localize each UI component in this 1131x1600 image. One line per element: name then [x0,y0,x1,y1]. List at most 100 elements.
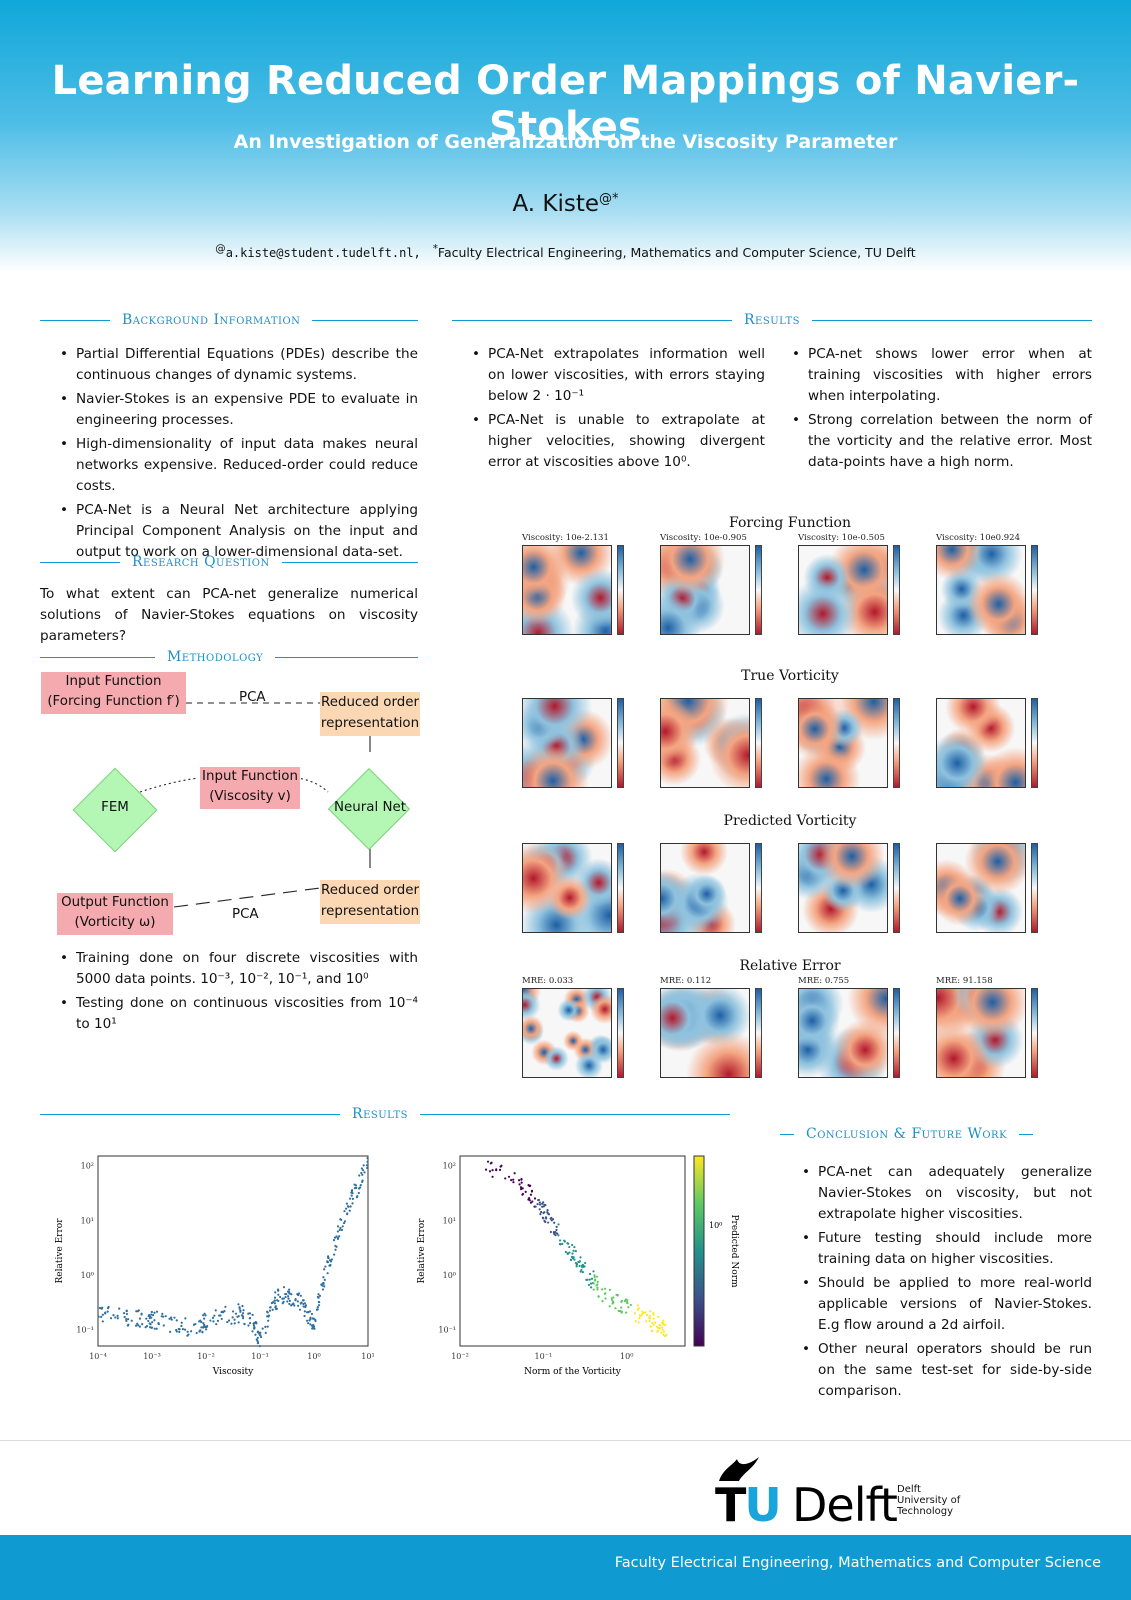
data-point [498,1168,502,1171]
data-point [513,1172,516,1175]
data-point [620,1306,623,1309]
data-point [533,1197,537,1200]
data-point [540,1210,543,1214]
data-point [304,1305,307,1308]
data-point [97,1315,100,1318]
colorbar [693,1155,705,1347]
affiliation-line: @a.kiste@student.tudelft.nl, *Faculty El… [0,243,1131,260]
viscosity-error-chart: 10⁻⁴ 10⁻³ 10⁻² 10⁻¹ 10⁰ 10¹ 10⁻¹ 10⁰ 10¹ 10² Visco… [55,1155,375,1377]
x-tick-label: 10⁻¹ [535,1352,553,1361]
figure-row-title: True Vorticity [741,668,839,684]
colorbar [617,545,624,635]
data-point [211,1316,215,1319]
data-point [541,1205,544,1208]
data-point [556,1232,559,1235]
colorbar-label: Predicted Norm [729,1214,739,1288]
colorbar [755,698,762,788]
data-point [318,1294,322,1297]
data-point [169,1316,173,1319]
data-point [180,1324,183,1328]
data-point [601,1288,604,1291]
data-point [360,1171,363,1175]
data-point [604,1297,607,1300]
data-point [153,1327,156,1330]
data-point [104,1312,107,1315]
data-point [512,1178,515,1181]
data-point [322,1281,325,1285]
data-point [241,1304,244,1308]
data-point [658,1327,661,1330]
data-point [491,1175,494,1178]
data-point [249,1321,252,1325]
data-point [186,1330,189,1333]
data-point [520,1177,523,1181]
data-point [563,1239,566,1242]
data-point [266,1310,269,1313]
data-point [524,1190,527,1193]
data-point [661,1321,664,1324]
data-point [273,1296,277,1299]
colorbar [755,988,762,1078]
data-point [521,1192,525,1196]
data-point [220,1317,223,1321]
data-point [130,1319,133,1322]
colorbar [1031,698,1038,788]
field-heatmap [660,545,750,635]
colorbar [755,843,762,933]
data-point [543,1211,546,1214]
data-point [510,1179,513,1182]
data-point [575,1263,578,1266]
panel-label: Viscosity: 10e-0.505 [798,533,885,543]
data-point [316,1306,319,1309]
data-point [617,1309,620,1313]
data-point [202,1314,205,1317]
data-point [333,1253,336,1256]
data-point [662,1323,665,1326]
data-point [339,1226,342,1230]
list-item: PCA-net can adequately generalize Navier… [800,1162,1092,1225]
data-point [259,1334,262,1337]
data-point [184,1317,187,1320]
logo-delft: Delft [792,1478,898,1532]
data-point [594,1279,597,1282]
data-point [247,1312,250,1315]
data-point [284,1295,287,1299]
data-point [233,1322,236,1325]
field-heatmap [798,843,888,933]
data-point [187,1333,190,1336]
data-point [543,1203,546,1206]
field-heatmap [798,545,888,635]
data-point [657,1315,660,1318]
panel-label: MRE: 0.033 [522,976,574,986]
data-point [202,1322,205,1325]
data-point [258,1345,261,1348]
data-point [552,1231,555,1234]
results-bottom-heading: Results [40,1104,730,1124]
data-point [308,1310,312,1313]
data-point [358,1174,361,1177]
data-point [312,1325,316,1328]
data-point [636,1304,639,1307]
data-point [504,1177,507,1180]
data-point [574,1250,577,1253]
data-point [584,1261,587,1265]
data-point [317,1304,321,1307]
data-point [205,1328,208,1331]
data-point [361,1173,364,1176]
data-point [135,1310,138,1313]
data-point [592,1270,595,1273]
data-point [662,1333,665,1336]
data-point [571,1243,574,1247]
fem-label: FEM [101,800,129,815]
data-point [281,1297,284,1300]
data-point [652,1317,655,1320]
data-point [122,1312,126,1315]
data-point [340,1228,344,1232]
figure-row-title: Forcing Function [729,515,851,531]
data-point [241,1317,245,1320]
data-point [300,1301,303,1304]
poster-header [0,0,1131,272]
data-point [112,1314,115,1317]
data-point [550,1219,553,1222]
data-point [349,1205,352,1208]
